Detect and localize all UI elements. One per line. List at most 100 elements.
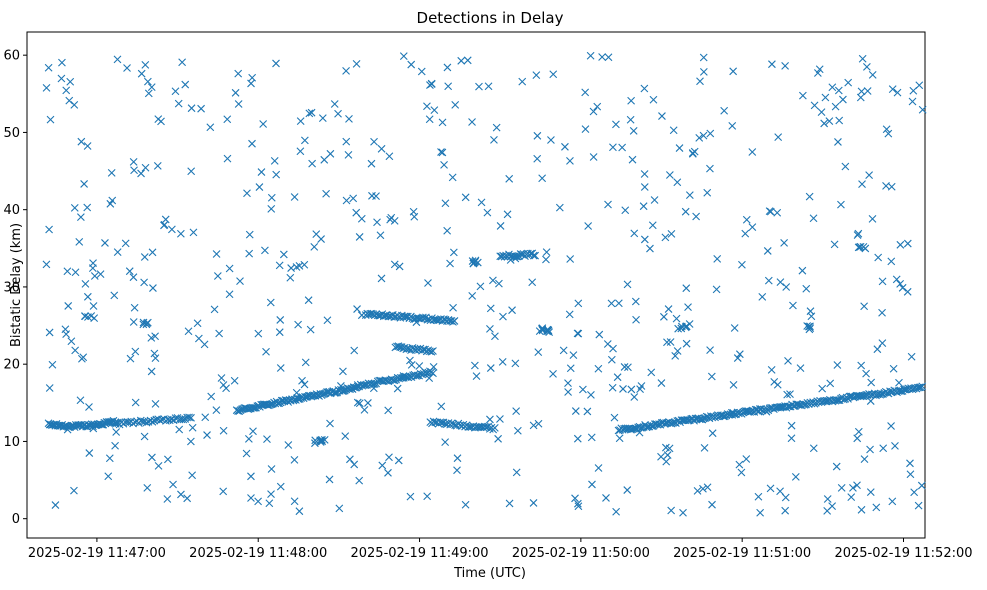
detection-marker [111,441,119,450]
detection-marker [197,104,205,113]
detection-marker [529,251,538,260]
detection-marker [223,115,232,124]
detection-marker [318,114,327,122]
detection-marker [395,262,404,271]
detection-marker [489,276,497,285]
detection-marker [83,292,92,301]
detection-marker [342,66,350,75]
x-tick-label: 2025-02-19 11:49:00 [350,546,488,561]
detection-marker [658,112,666,120]
detection-marker [373,218,381,227]
detection-marker [708,500,716,509]
detection-marker [423,315,432,324]
detection-marker [719,412,728,421]
detection-marker [561,142,569,151]
detection-marker [492,123,501,132]
detection-marker [353,398,362,407]
detection-marker [532,71,541,80]
detection-marker [443,63,452,72]
detection-marker [853,481,861,490]
detection-marker [357,214,366,223]
detection-marker [879,444,888,453]
detection-marker [412,318,421,327]
detection-marker [267,490,275,499]
detection-marker [629,126,638,135]
detection-marker [369,384,378,393]
detection-marker [108,196,117,205]
detection-marker [566,255,575,263]
detection-marker [742,215,751,224]
detection-marker [594,464,603,472]
detection-marker [352,60,361,68]
detection-marker [463,56,472,65]
detection-marker [185,413,193,422]
detection-marker [624,363,632,372]
detection-marker [143,483,152,492]
detection-marker [225,264,234,273]
detection-marker [781,506,790,515]
detection-marker [860,302,869,311]
detection-marker [490,424,499,432]
detection-marker [144,89,153,98]
detection-marker [477,198,486,207]
detection-marker [917,481,926,490]
detection-marker [821,93,830,102]
detection-marker [692,212,701,221]
detection-marker [337,382,345,390]
x-tick-label: 2025-02-19 11:50:00 [512,546,650,561]
detection-marker [449,303,457,312]
detection-marker [461,193,470,202]
detection-marker [76,396,85,405]
detection-marker [547,136,555,144]
detection-marker [270,157,279,165]
detection-marker [178,58,187,67]
detection-marker [45,225,53,234]
detection-marker [334,109,342,118]
detection-marker [446,259,454,268]
detection-marker [194,334,203,343]
detection-marker [276,316,285,324]
detection-marker [857,361,866,370]
detection-marker [344,150,353,159]
detection-marker [161,215,170,224]
detection-marker [71,268,80,277]
detection-marker [703,483,712,492]
detection-marker [486,304,495,313]
detection-marker [355,399,364,408]
detection-marker [615,434,624,443]
detection-marker [856,93,865,102]
detection-marker [147,83,156,91]
detection-marker [325,475,334,484]
detection-marker [230,376,239,385]
detection-marker [247,472,255,481]
detection-marker [475,82,483,91]
detection-marker [352,208,361,217]
detection-marker [101,239,109,247]
detection-marker [776,487,784,496]
detection-marker [789,301,797,310]
detection-marker [345,114,353,123]
detection-marker [604,200,612,209]
detection-marker [113,55,122,64]
detection-marker [425,115,434,124]
detection-marker [766,207,775,216]
detection-marker [667,230,676,238]
x-tick-label: 2025-02-19 11:48:00 [189,546,327,561]
detection-marker [878,339,887,348]
detection-marker [236,277,244,285]
detection-marker [891,441,899,450]
detection-marker [201,413,210,422]
detection-marker [682,339,691,348]
detection-marker [766,484,775,493]
detection-marker [844,78,853,87]
detection-marker [212,250,221,258]
detection-marker [762,407,771,416]
detection-marker [910,488,919,497]
detection-marker [75,238,84,246]
detection-marker [296,147,305,156]
detection-marker [300,136,309,145]
detection-marker [640,235,649,244]
detection-marker [125,267,134,276]
detection-marker [649,95,658,104]
detection-marker [796,364,805,373]
